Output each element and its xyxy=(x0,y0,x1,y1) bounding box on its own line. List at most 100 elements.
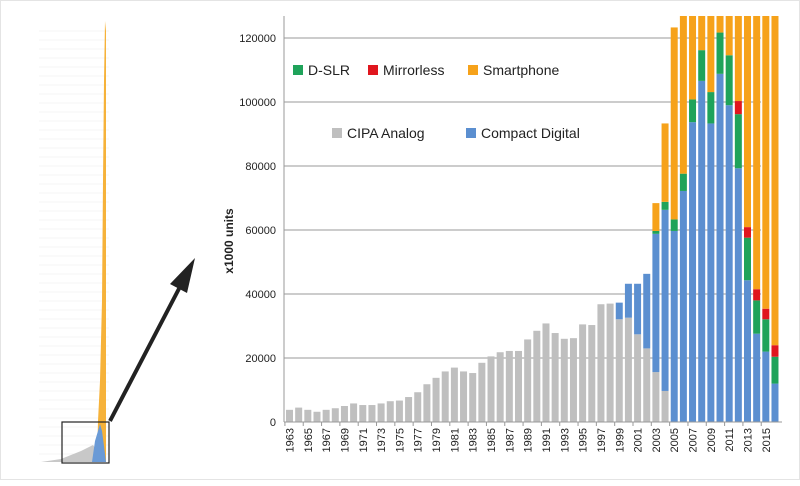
bar-mirrorless-2012 xyxy=(734,101,742,115)
bar-analog-1996 xyxy=(588,325,596,422)
bar-analog-1990 xyxy=(533,330,541,422)
bar-analog-1973 xyxy=(377,403,385,422)
bar-dslr-2015 xyxy=(762,319,770,352)
bar-analog-1999 xyxy=(615,319,623,422)
bar-smartphone-2008 xyxy=(698,16,706,51)
y-tick-label: 100000 xyxy=(239,97,276,109)
x-tick-label: 2011 xyxy=(724,428,736,452)
legend-label-analog: CIPA Analog xyxy=(347,125,425,141)
bar-analog-1981 xyxy=(450,367,458,422)
x-tick-label: 1975 xyxy=(394,428,406,452)
bar-mirrorless-2014 xyxy=(753,289,761,301)
bar-compact-digital-2013 xyxy=(744,280,751,422)
bar-mirrorless-2015 xyxy=(762,308,770,320)
bar-compact-digital-2015 xyxy=(762,351,770,422)
legend-label-dslr: D-SLR xyxy=(308,62,350,78)
x-tick-label: 2001 xyxy=(633,428,645,452)
thumbnail-gridlines xyxy=(39,30,109,455)
legend-swatch-compact-digital xyxy=(466,128,476,138)
bar-compact-digital-2002 xyxy=(643,273,651,349)
bar-smartphone-2012 xyxy=(734,16,742,102)
legend-swatch-analog xyxy=(332,128,342,138)
x-tick-label: 1965 xyxy=(303,428,315,452)
x-tick-label: 1967 xyxy=(321,428,333,452)
x-tick-label: 1987 xyxy=(504,428,516,452)
bar-smartphone-2005 xyxy=(670,27,678,220)
x-tick-label: 1991 xyxy=(541,428,553,452)
bar-compact-digital-2008 xyxy=(698,80,706,422)
x-tick-label: 2009 xyxy=(706,428,718,452)
y-tick-label: 40000 xyxy=(245,289,276,301)
bar-analog-1986 xyxy=(496,352,504,422)
legend-item-smartphone: Smartphone xyxy=(468,62,559,78)
legend-item-analog: CIPA Analog xyxy=(332,125,425,141)
bar-analog-1994 xyxy=(569,338,577,422)
bar-analog-1987 xyxy=(505,350,513,422)
y-tick-label: 60000 xyxy=(245,225,276,237)
bar-dslr-2011 xyxy=(725,55,733,106)
bar-analog-2004 xyxy=(661,390,669,422)
thumbnail-background xyxy=(35,19,111,465)
x-tick-label: 2013 xyxy=(743,428,755,452)
bar-analog-2001 xyxy=(634,334,642,422)
legend: D-SLR Mirrorless Smartphone CIPA Analog … xyxy=(293,62,580,141)
bar-dslr-2009 xyxy=(707,92,715,124)
x-tick-label: 1993 xyxy=(559,428,571,452)
thumbnail-digital-area xyxy=(92,424,106,462)
x-axis-tick-labels: 1963 1965 1967 1969 1971 1973 1975 1977 1979 1981… xyxy=(284,422,773,452)
bar-analog-1983 xyxy=(469,373,477,422)
bar-compact-digital-2001 xyxy=(634,283,642,335)
x-tick-label: 2005 xyxy=(669,428,681,452)
bar-dslr-2005 xyxy=(670,219,678,231)
bar-compact-digital-2014 xyxy=(753,333,761,422)
y-tick-label: 0 xyxy=(270,417,276,429)
legend-swatch-mirrorless xyxy=(368,65,378,75)
bar-analog-1984 xyxy=(478,362,486,422)
x-tick-label: 1985 xyxy=(486,428,498,452)
bar-compact-digital-2003 xyxy=(652,233,660,373)
bar-analog-1998 xyxy=(606,303,614,422)
x-tick-label: 1979 xyxy=(431,428,443,452)
x-tick-label: 1997 xyxy=(596,428,608,452)
bar-compact-digital-2007 xyxy=(689,122,697,422)
legend-item-dslr: D-SLR xyxy=(293,62,350,78)
bar-mirrorless-2013 xyxy=(744,227,751,238)
legend-swatch-dslr xyxy=(293,65,303,75)
bar-smartphone-2003 xyxy=(652,203,660,231)
bar-compact-digital-2004 xyxy=(661,209,669,391)
bar-analog-2002 xyxy=(643,348,651,422)
bar-analog-2000 xyxy=(624,317,632,422)
bar-mirrorless-2016 xyxy=(771,345,779,357)
x-tick-label: 2003 xyxy=(651,428,663,452)
bar-analog-1966 xyxy=(313,411,321,422)
zoom-region-box xyxy=(61,421,110,464)
bar-analog-1989 xyxy=(524,339,532,422)
arrow-head xyxy=(170,258,195,293)
x-tick-label: 1971 xyxy=(358,428,370,452)
bar-analog-1982 xyxy=(460,371,468,422)
thumbnail-smartphone-area xyxy=(97,21,106,462)
legend-swatch-smartphone xyxy=(468,65,478,75)
bar-analog-1975 xyxy=(395,400,403,422)
bar-dslr-2003 xyxy=(652,230,660,234)
bar-smartphone-2013 xyxy=(744,16,751,228)
bar-dslr-2008 xyxy=(698,50,706,81)
x-tick-label: 1963 xyxy=(285,428,297,452)
bar-smartphone-2007 xyxy=(689,16,697,100)
bar-analog-1968 xyxy=(331,408,339,422)
bar-analog-1974 xyxy=(386,401,394,422)
bar-dslr-2006 xyxy=(679,173,687,191)
bar-analog-1988 xyxy=(515,350,522,422)
bar-compact-digital-1999 xyxy=(615,302,623,320)
bar-smartphone-2010 xyxy=(716,16,724,33)
bar-compact-digital-2006 xyxy=(679,190,687,422)
bar-analog-1978 xyxy=(423,384,431,422)
bar-analog-1992 xyxy=(551,333,559,422)
x-tick-label: 2015 xyxy=(761,428,773,452)
y-axis-tick-labels: 0 20000 40000 60000 80000 100000 120000 xyxy=(239,33,276,429)
bar-compact-digital-2016 xyxy=(771,383,779,422)
y-tick-label: 120000 xyxy=(239,33,276,45)
bar-analog-1964 xyxy=(295,407,303,422)
bar-analog-1995 xyxy=(579,324,587,422)
bar-smartphone-2009 xyxy=(707,16,715,93)
